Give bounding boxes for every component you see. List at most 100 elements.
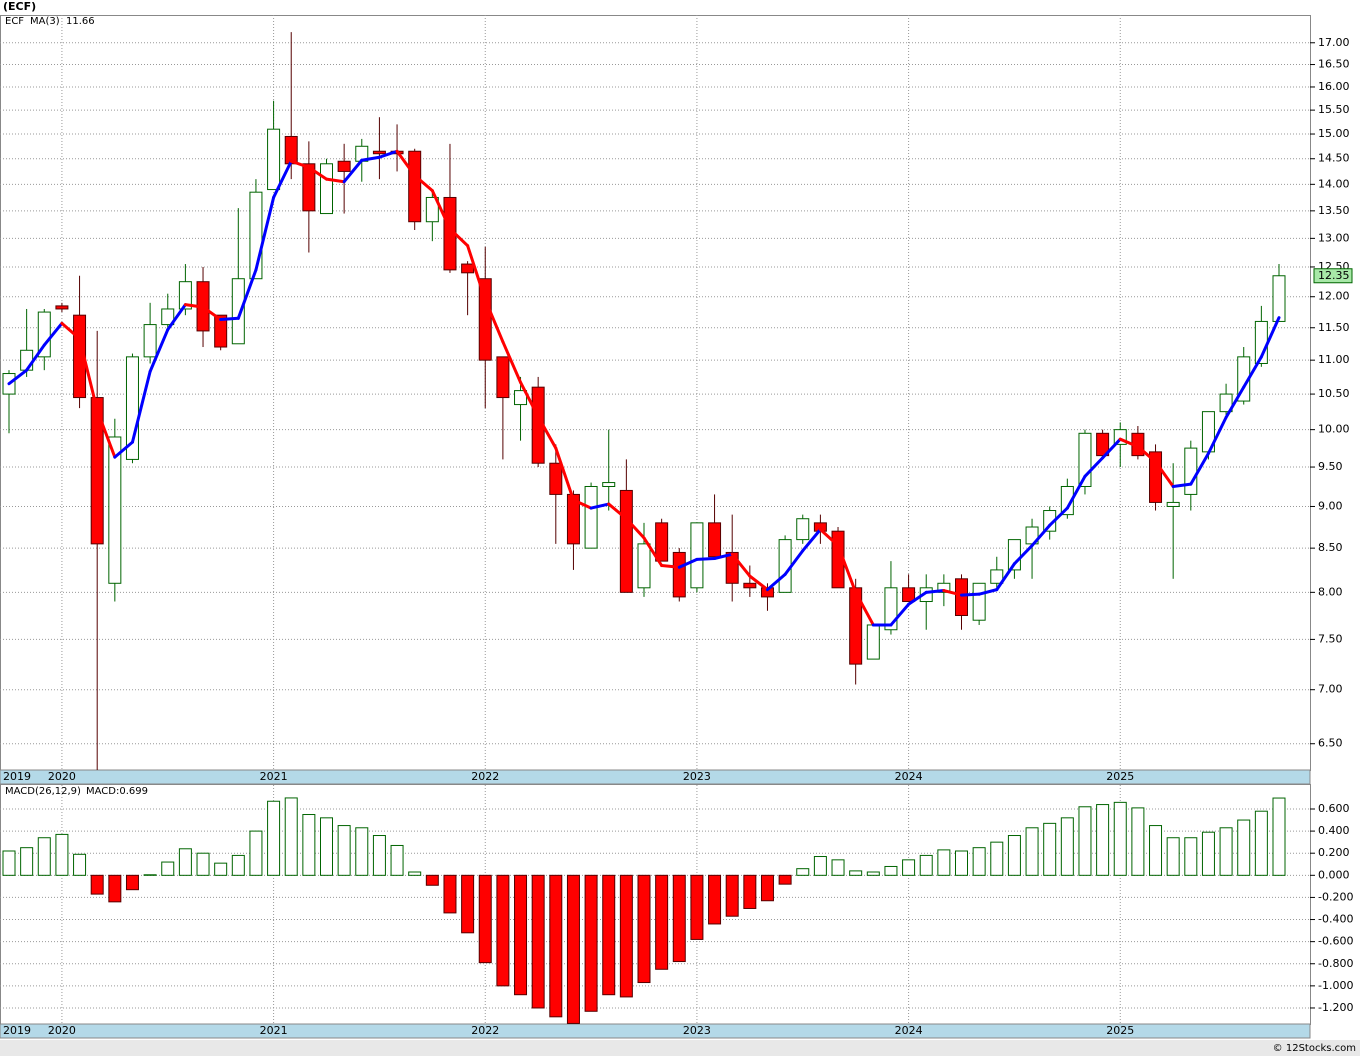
candle-body: [972, 582, 986, 621]
ma-line: [713, 552, 734, 561]
ma-line: [7, 368, 29, 386]
macd-bar: [1043, 822, 1057, 876]
y-tick-label: 16.50: [1318, 58, 1350, 71]
ma-line: [1083, 456, 1105, 478]
ma-line: [325, 177, 346, 184]
macd-bar: [919, 854, 933, 876]
candle-body: [337, 160, 351, 172]
macd-bar: [2, 850, 16, 876]
macd-bar: [461, 874, 475, 934]
ma-line: [342, 158, 364, 184]
y-tick-label: 11.00: [1318, 353, 1350, 366]
ma-line: [607, 502, 628, 521]
ma-line: [642, 536, 664, 568]
ma-line: [236, 268, 258, 320]
candle-body: [320, 163, 333, 215]
candle-body: [637, 543, 651, 589]
ma-line: [1101, 437, 1122, 460]
x-tick-label: 2024: [895, 770, 923, 783]
y-tick-label: 16.00: [1318, 80, 1350, 93]
macd-bars: [2, 797, 1286, 1024]
candle-body: [478, 278, 492, 361]
ma-line: [1012, 544, 1034, 566]
candle-body: [619, 489, 633, 593]
x-axis-band: [0, 1023, 1311, 1039]
ma-line: [1048, 506, 1069, 527]
candle-body: [496, 356, 510, 399]
macd-bar: [73, 853, 87, 876]
ma-line: [977, 588, 999, 596]
chart-title: (ECF): [3, 0, 36, 13]
macd-bar: [1007, 835, 1021, 876]
x-tick-label: 2024: [895, 1024, 923, 1037]
ma-line: [272, 159, 293, 199]
candle-body: [37, 311, 51, 358]
candle-body: [672, 551, 686, 598]
candle-body: [655, 522, 669, 562]
ma-line: [624, 517, 646, 540]
macd-bar: [866, 871, 880, 876]
macd-bar: [990, 841, 1004, 876]
ma-line: [1242, 355, 1263, 389]
y-tick-label: 14.00: [1318, 177, 1350, 190]
candle-body: [161, 308, 175, 326]
macd-bar: [372, 835, 386, 876]
macd-bar: [584, 874, 598, 1012]
ma-line: [113, 440, 134, 459]
candle-body: [955, 578, 968, 616]
ma-line: [78, 337, 99, 412]
y-tick-label: -0.400: [1318, 913, 1353, 926]
ma-line: [995, 562, 1016, 592]
candle-body: [90, 397, 104, 545]
ma-line: [1030, 523, 1052, 548]
y-tick-label: 14.50: [1318, 152, 1350, 165]
y-tick-label: 8.00: [1318, 585, 1343, 598]
macd-bar: [390, 844, 404, 876]
macd-bar: [55, 833, 69, 876]
legend-ma: MA(3): [30, 16, 60, 27]
macd-bar: [1078, 806, 1092, 876]
candle-body: [284, 135, 298, 165]
ma-line: [1259, 316, 1281, 359]
macd-bar: [20, 847, 34, 876]
macd-bar: [566, 874, 580, 1024]
ma-line: [183, 303, 205, 309]
macd-readout: MACD:0.699: [86, 786, 148, 797]
y-tick-label: 9.00: [1318, 499, 1343, 512]
macd-bar: [831, 859, 845, 876]
ma-line: [25, 343, 46, 372]
candle-body: [514, 390, 528, 406]
x-tick-label: 2022: [471, 1024, 499, 1037]
y-tick-label: 7.00: [1318, 683, 1343, 696]
y-tick-label: -1.000: [1318, 979, 1353, 992]
last-price-label: 12.35: [1318, 269, 1350, 282]
ma-line: [1154, 460, 1175, 488]
ma-line: [730, 552, 752, 578]
ma-line: [148, 328, 170, 374]
x-axis-band: [0, 769, 1311, 785]
macd-bar: [796, 868, 810, 876]
ma-line: [589, 502, 611, 510]
ma-line: [1206, 415, 1228, 455]
ma-line: [95, 408, 117, 459]
ma-line: [554, 446, 575, 502]
ma-line: [1171, 482, 1193, 488]
ma-line: [960, 592, 981, 597]
macd-bar: [760, 874, 774, 902]
y-tick-label: 9.50: [1318, 460, 1343, 473]
macd-bar: [1237, 819, 1251, 876]
macd-bar: [937, 849, 951, 876]
macd-bar: [408, 871, 422, 876]
macd-bar: [249, 830, 263, 876]
candle-body: [214, 314, 228, 348]
macd-bar: [708, 874, 722, 925]
ma-line: [413, 174, 434, 193]
y-tick-label: 11.50: [1318, 321, 1350, 334]
ma-line: [1136, 445, 1158, 464]
ma-line: [818, 528, 840, 548]
x-tick-label: 2021: [260, 770, 288, 783]
ma-line: [801, 528, 822, 553]
x-tick-label: 2025: [1106, 1024, 1134, 1037]
ma-line: [430, 189, 452, 231]
macd-bar: [143, 874, 157, 876]
